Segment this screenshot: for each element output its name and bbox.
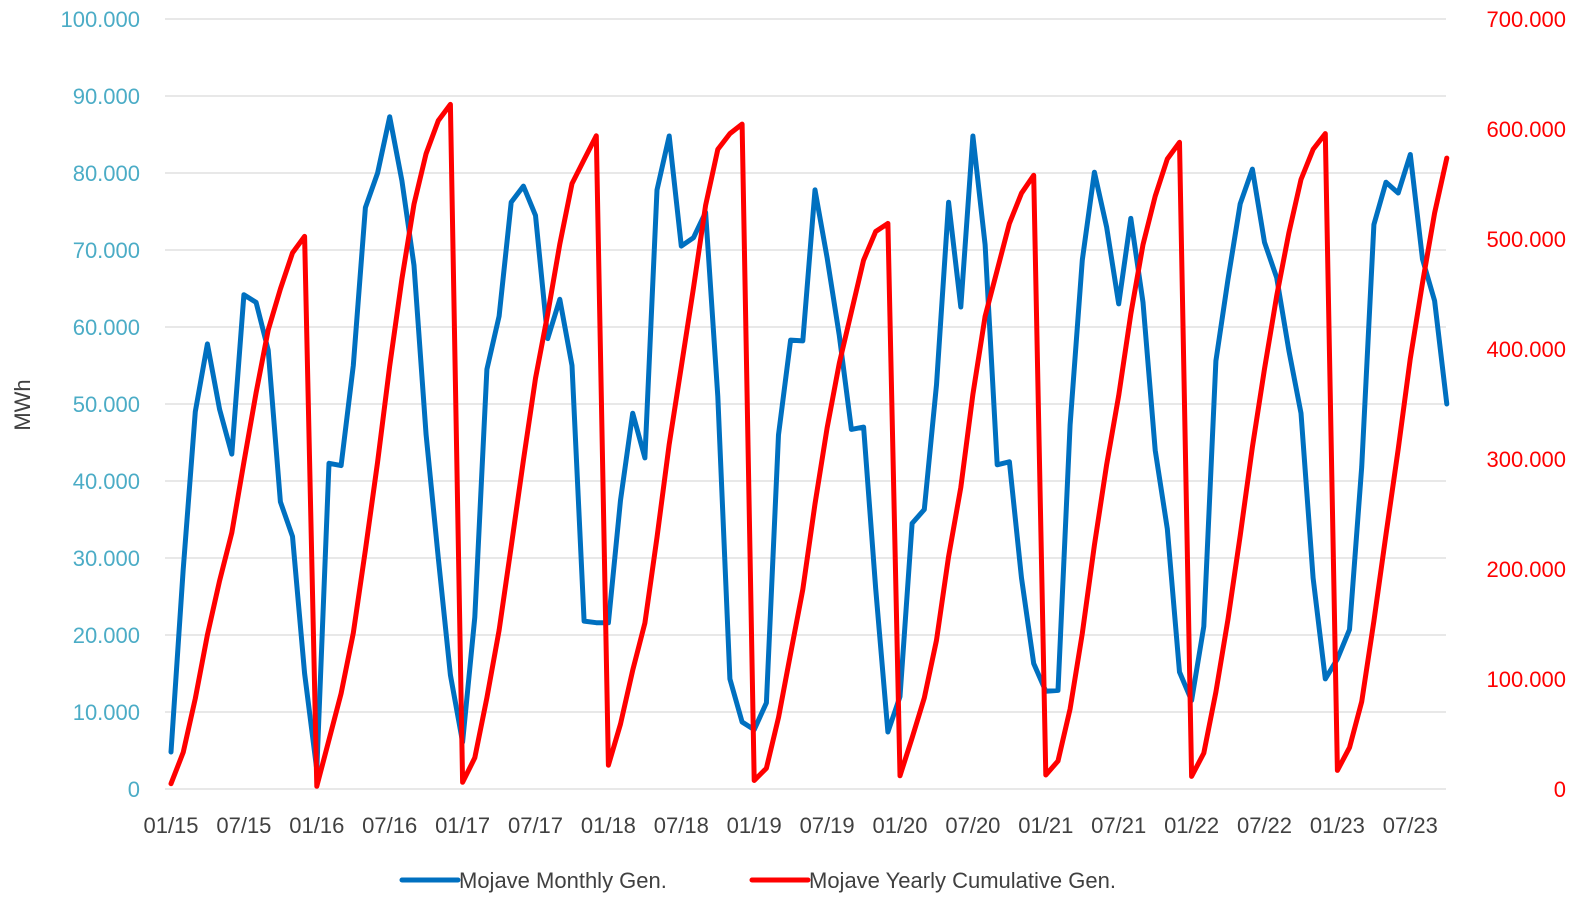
x-tick-label: 07/16	[362, 813, 417, 838]
right-tick-label: 600.000	[1486, 117, 1566, 142]
series-cumulative-line	[168, 101, 1450, 789]
left-tick-label: 20.000	[73, 623, 140, 648]
right-axis-ticks: 0 100.000 200.000 300.000 400.000 500.000 600.…	[1486, 7, 1566, 802]
x-tick-label: 07/17	[508, 813, 563, 838]
x-tick-label: 07/22	[1237, 813, 1292, 838]
x-tick-label: 07/21	[1091, 813, 1146, 838]
x-tick-label: 01/21	[1018, 813, 1073, 838]
legend-label-monthly: Mojave Monthly Gen.	[459, 868, 667, 893]
left-axis-ticks: 0 10.000 20.000 30.000 40.000 50.000 60.000 70.…	[60, 7, 140, 802]
x-tick-label: 01/19	[727, 813, 782, 838]
right-tick-label: 400.000	[1486, 337, 1566, 362]
right-tick-label: 700.000	[1486, 7, 1566, 32]
left-tick-label: 80.000	[73, 161, 140, 186]
legend: Mojave Monthly Gen. Mojave Yearly Cumula…	[399, 868, 1116, 893]
right-tick-label: 100.000	[1486, 667, 1566, 692]
series-monthly-line	[168, 114, 1450, 773]
x-tick-label: 07/20	[945, 813, 1000, 838]
x-tick-label: 01/20	[872, 813, 927, 838]
left-tick-label: 40.000	[73, 469, 140, 494]
x-tick-label: 01/16	[289, 813, 344, 838]
left-tick-label: 70.000	[73, 238, 140, 263]
x-axis-ticks: 01/15 07/15 01/16 07/16 01/17 07/17 01/18 07/18…	[143, 813, 1437, 838]
x-tick-label: 01/23	[1310, 813, 1365, 838]
gridlines	[165, 18, 1446, 790]
x-tick-label: 01/18	[581, 813, 636, 838]
legend-label-cumulative: Mojave Yearly Cumulative Gen.	[809, 868, 1116, 893]
right-tick-label: 200.000	[1486, 557, 1566, 582]
x-tick-label: 07/19	[800, 813, 855, 838]
x-tick-label: 07/23	[1383, 813, 1438, 838]
left-tick-label: 30.000	[73, 546, 140, 571]
y-axis-title: MWh	[10, 379, 35, 430]
x-tick-label: 01/22	[1164, 813, 1219, 838]
right-tick-label: 300.000	[1486, 447, 1566, 472]
left-tick-label: 0	[128, 777, 140, 802]
left-tick-label: 100.000	[60, 7, 140, 32]
left-tick-label: 50.000	[73, 392, 140, 417]
x-tick-label: 01/17	[435, 813, 490, 838]
x-tick-label: 07/18	[654, 813, 709, 838]
right-tick-label: 0	[1554, 777, 1566, 802]
left-tick-label: 10.000	[73, 700, 140, 725]
left-tick-label: 90.000	[73, 84, 140, 109]
series-lines	[168, 101, 1450, 789]
x-tick-label: 01/15	[143, 813, 198, 838]
left-tick-label: 60.000	[73, 315, 140, 340]
x-tick-label: 07/15	[216, 813, 271, 838]
right-tick-label: 500.000	[1486, 227, 1566, 252]
